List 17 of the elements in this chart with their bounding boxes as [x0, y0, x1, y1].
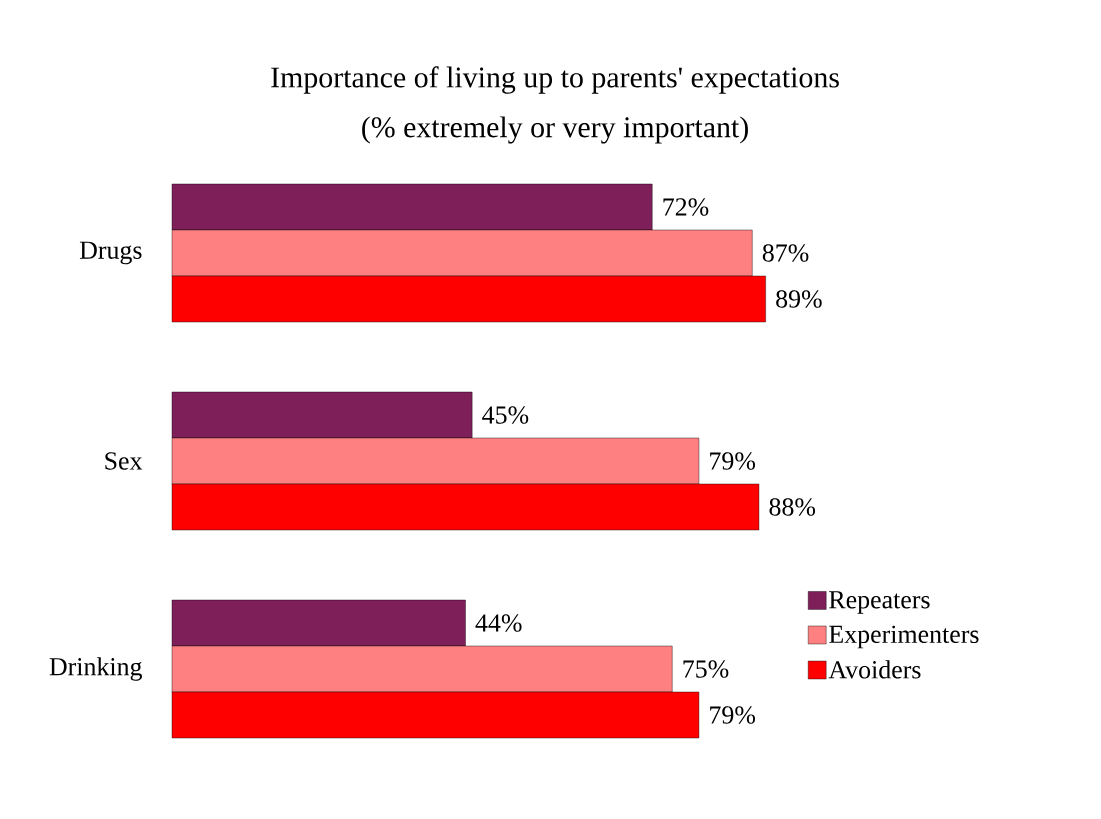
data-label: 79% [710, 706, 756, 724]
chart-title: Importance of living up to parents' expectations [271, 66, 839, 94]
chart-subtitle: (% extremely or very important) [362, 116, 748, 144]
data-label: 75% [683, 660, 729, 678]
legend-label: Repeaters [829, 591, 930, 614]
legend-label: Avoiders [828, 660, 921, 679]
data-label: 72% [663, 198, 709, 216]
data-label: 45% [482, 406, 529, 424]
data-label: 79% [710, 452, 756, 470]
y-tick-label: Drinking [49, 657, 142, 681]
data-label: 88% [769, 498, 816, 516]
data-label: 87% [762, 244, 809, 262]
y-tick-label: Drugs [79, 241, 142, 265]
y-tick-label: Sex [105, 452, 143, 470]
data-label: 44% [475, 614, 522, 632]
legend-label: Experimenters [829, 625, 979, 649]
data-label: 89% [776, 290, 822, 308]
